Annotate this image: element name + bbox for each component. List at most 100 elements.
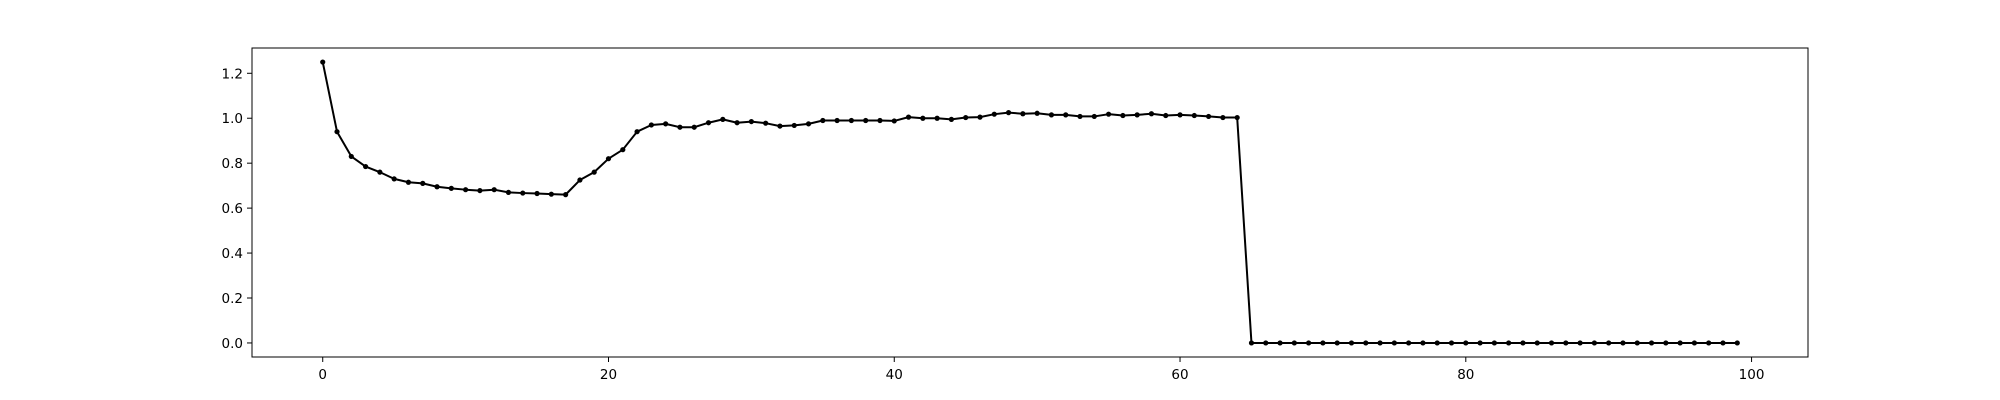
data-point: [648, 122, 654, 128]
data-point: [1134, 112, 1140, 118]
data-point: [677, 124, 683, 130]
data-point: [1120, 112, 1126, 119]
data-point: [1148, 111, 1155, 117]
data-point: [534, 190, 540, 197]
data-point: [1063, 112, 1069, 118]
data-point: [877, 117, 883, 124]
data-point: [563, 192, 569, 198]
data-point: [791, 122, 797, 129]
data-point: [377, 169, 383, 175]
data-point: [520, 190, 526, 196]
data-point: [863, 117, 869, 124]
data-point: [391, 176, 397, 182]
data-point: [834, 117, 840, 124]
data-point: [1177, 112, 1183, 118]
data-point: [1591, 340, 1597, 346]
data-point: [1248, 340, 1255, 346]
data-point: [1506, 340, 1512, 346]
data-point: [891, 118, 897, 124]
y-tick-label: 1.2: [222, 66, 243, 82]
plot-area: [320, 59, 1740, 346]
data-point: [1363, 340, 1369, 346]
x-tick-label: 80: [1457, 367, 1474, 383]
data-point: [605, 156, 612, 162]
data-point: [1634, 340, 1640, 346]
data-point: [1348, 340, 1355, 346]
data-point: [1720, 340, 1726, 346]
data-point: [1334, 340, 1340, 346]
data-point: [1548, 340, 1555, 346]
data-point: [1277, 340, 1283, 346]
data-point: [1477, 340, 1483, 346]
data-point: [1320, 340, 1326, 346]
y-tick-label: 0.6: [222, 201, 243, 217]
data-point: [1406, 340, 1412, 346]
x-tick-label: 0: [318, 367, 327, 383]
data-point: [1263, 340, 1269, 346]
data-point: [1448, 340, 1455, 346]
data-point: [448, 185, 454, 191]
data-point: [1163, 112, 1169, 119]
data-point: [634, 129, 640, 135]
data-point: [734, 120, 740, 126]
data-point: [991, 111, 997, 117]
data-point: [1734, 340, 1740, 346]
data-point: [1606, 340, 1612, 346]
data-point: [1391, 340, 1397, 346]
data-point: [320, 59, 326, 65]
data-point: [920, 115, 926, 121]
data-point: [691, 124, 697, 130]
data-point: [1577, 340, 1583, 346]
data-point: [463, 187, 469, 193]
data-point: [963, 114, 969, 121]
data-point: [362, 163, 369, 170]
data-point: [1534, 340, 1540, 346]
data-point: [1434, 340, 1440, 346]
data-point: [1420, 340, 1426, 346]
data-point: [434, 184, 440, 190]
series-line: [321, 61, 1738, 344]
data-point: [1620, 340, 1626, 346]
x-axis: 0 20 40 60 80 100: [318, 357, 1764, 383]
data-point: [477, 187, 483, 194]
data-point: [1020, 111, 1026, 117]
data-point: [1105, 111, 1112, 117]
data-point: [1491, 340, 1497, 346]
x-tick-label: 60: [1171, 367, 1188, 383]
data-point: [1077, 113, 1083, 120]
data-point: [1648, 340, 1655, 346]
data-point: [1691, 340, 1698, 346]
data-point: [1048, 112, 1055, 118]
data-point: [1234, 114, 1240, 121]
data-point: [1206, 113, 1212, 120]
data-point: [748, 118, 754, 125]
data-point: [1005, 110, 1012, 116]
data-point: [491, 187, 497, 193]
data-point: [548, 191, 554, 197]
data-point: [1663, 340, 1669, 346]
data-point: [1463, 340, 1469, 346]
data-point: [348, 153, 354, 160]
y-tick-label: 1.0: [222, 111, 243, 127]
data-point: [334, 129, 340, 135]
data-point: [1091, 113, 1097, 120]
data-point: [1191, 112, 1197, 119]
data-point: [1034, 110, 1040, 116]
data-point: [1563, 340, 1569, 346]
data-point: [705, 120, 712, 126]
data-point: [1706, 340, 1712, 346]
data-point: [1220, 114, 1226, 121]
data-point: [934, 115, 940, 121]
data-point: [805, 121, 812, 127]
data-point: [620, 147, 626, 153]
data-point: [848, 117, 854, 124]
data-point: [1306, 340, 1312, 346]
data-point: [591, 169, 597, 175]
y-tick-label: 0.0: [222, 336, 243, 352]
y-tick-label: 0.2: [222, 291, 243, 307]
y-tick-label: 0.8: [222, 156, 243, 172]
x-tick-label: 100: [1739, 367, 1765, 383]
data-point: [663, 121, 669, 127]
y-tick-label: 0.4: [222, 246, 243, 262]
